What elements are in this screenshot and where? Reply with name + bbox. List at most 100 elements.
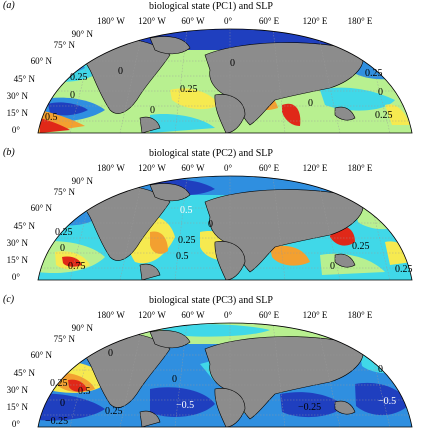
panel-title: biological state (PC1) and SLP (149, 1, 273, 12)
longitude-label: 60° W (181, 16, 205, 26)
contour-label: −0.5 (378, 396, 396, 407)
longitude-label: 180° E (348, 163, 373, 173)
longitude-label: 60° E (259, 310, 280, 320)
longitude-label: 180° E (348, 16, 373, 26)
contour-label: 0.25 (180, 84, 198, 95)
land-mass (334, 253, 356, 268)
graticule (38, 29, 412, 133)
latitude-axis-labels: 90° N 75° N 60° N 45° N 30° N 15° N 0° (7, 176, 94, 282)
latitude-axis-labels: 90° N 75° N 60° N 45° N 30° N 15° N 0° (7, 323, 94, 429)
map-plot: 0 0.25 0.5 0.25 0 −0.25 −0.5 0 −0.5 −0.2… (7, 310, 413, 429)
contour-region (68, 379, 87, 392)
contour-label: 0.25 (365, 68, 383, 79)
longitude-label: 120° W (138, 310, 166, 320)
land-mass (149, 183, 191, 202)
land-mass (334, 106, 356, 121)
contour-label: 0.5 (45, 112, 58, 123)
contour-region (38, 393, 105, 421)
longitude-label: 0° (224, 16, 233, 26)
longitude-label: 120° W (138, 16, 166, 26)
contour-label: 0.25 (50, 378, 68, 389)
latitude-label: 75° N (54, 40, 76, 50)
contour-label: 0 (378, 87, 383, 98)
latitude-label: 45° N (14, 221, 36, 231)
contour-label: −0.25 (298, 402, 321, 413)
latitude-label: 75° N (54, 187, 76, 197)
contour-label: 0.25 (375, 110, 393, 121)
contour-label: 0.5 (78, 386, 91, 397)
latitude-label: 0° (12, 272, 21, 282)
contour-label: 0.25 (395, 264, 413, 275)
latitude-label: 90° N (72, 29, 94, 39)
panel-letter: (b) (3, 147, 15, 158)
contour-region (270, 245, 310, 266)
longitude-label: 0° (224, 163, 233, 173)
longitude-label: 60° E (259, 16, 280, 26)
latitude-label: 90° N (72, 176, 94, 186)
contour-region (160, 324, 270, 337)
contour-region (170, 88, 220, 110)
contour-label: 0.25 (70, 72, 88, 83)
contour-label: 0.25 (178, 235, 196, 246)
contour-label: 0.5 (176, 251, 189, 262)
longitude-label: 180° W (97, 163, 125, 173)
latitude-label: 60° N (31, 203, 53, 213)
longitude-axis-labels: 180° W 120° W 60° W 0° 60° E 120° E 180°… (97, 16, 373, 26)
latitude-label: 15° N (7, 402, 29, 412)
longitude-label: 180° W (97, 16, 125, 26)
contour-label: 0 (378, 364, 383, 375)
contour-label: 0.25 (352, 241, 370, 252)
contour-region (62, 256, 82, 267)
latitude-label: 0° (12, 419, 21, 429)
contour-label: 0 (308, 98, 313, 109)
longitude-label: 60° W (181, 163, 205, 173)
latitude-label: 45° N (14, 74, 36, 84)
panel-b: (b) biological state (PC2) and SLP (0, 147, 422, 293)
contour-region (320, 87, 395, 111)
longitude-label: 180° E (348, 310, 373, 320)
contour-region (355, 382, 410, 416)
contour-region (150, 387, 215, 417)
longitude-label: 120° E (303, 163, 328, 173)
contour-region (280, 392, 345, 418)
contour-region (48, 102, 88, 116)
latitude-axis-labels: 90° N 75° N 60° N 45° N 30° N 15° N 0° (7, 29, 94, 135)
panel-title: biological state (PC2) and SLP (149, 148, 273, 159)
map-plot: 0.5 0 0.25 0.25 0.5 0.75 0 0.25 0.25 0 1… (7, 163, 413, 282)
contour-label: 0.5 (180, 205, 193, 216)
contour-label: −0.5 (176, 400, 194, 411)
contour-region (40, 118, 70, 133)
contour-region (150, 231, 168, 254)
latitude-label: 30° N (7, 385, 29, 395)
latitude-label: 60° N (31, 56, 53, 66)
contour-label: 0 (118, 66, 123, 77)
longitude-label: 120° E (303, 310, 328, 320)
latitude-label: 30° N (7, 238, 29, 248)
longitude-axis-labels: 180° W 120° W 60° W 0° 60° E 120° E 180°… (97, 310, 373, 320)
map-plot: 0 0.25 0 0 0.25 0 0.5 0 0.25 0 0.25 180°… (7, 16, 413, 135)
contour-region (150, 114, 215, 133)
contour-label: 0 (172, 374, 177, 385)
latitude-label: 90° N (72, 323, 94, 333)
panel-letter: (a) (3, 0, 15, 11)
contour-label: 0 (60, 243, 65, 254)
contour-label: −0.25 (45, 416, 68, 427)
longitude-label: 0° (224, 310, 233, 320)
latitude-label: 75° N (54, 334, 76, 344)
contour-label: 0 (70, 90, 75, 101)
contour-label: 0 (208, 219, 213, 230)
graticule (38, 176, 412, 280)
longitude-axis-labels: 180° W 120° W 60° W 0° 60° E 120° E 180°… (97, 163, 373, 173)
latitude-label: 30° N (7, 91, 29, 101)
land-mass (334, 400, 356, 415)
contour-region (282, 103, 301, 126)
contour-label: 0.25 (55, 227, 73, 238)
land-mass (149, 330, 191, 349)
longitude-label: 120° E (303, 16, 328, 26)
contour-label: 0 (150, 105, 155, 116)
longitude-label: 120° W (138, 163, 166, 173)
latitude-label: 45° N (14, 368, 36, 378)
latitude-label: 15° N (7, 108, 29, 118)
longitude-label: 60° W (181, 310, 205, 320)
latitude-label: 0° (12, 125, 21, 135)
